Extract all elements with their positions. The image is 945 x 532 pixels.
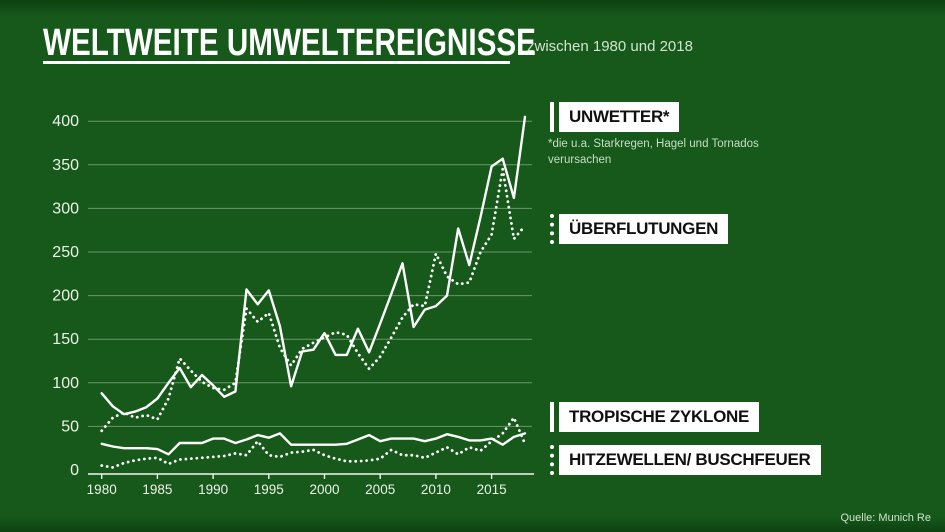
x-tick-label: 2010 [421, 482, 451, 497]
legend-item-unwetter: UNWETTER* [550, 102, 680, 132]
legend-label-zyklone: TROPISCHE ZYKLONE [559, 402, 760, 432]
solid-line-icon [550, 402, 554, 432]
source-text: Quelle: Munich Re [840, 512, 932, 524]
x-tick-label: 2005 [365, 482, 395, 497]
y-tick-label: 150 [52, 331, 79, 348]
legend-label-hitzewellen: HITZEWELLEN/ BUSCHFEUER [559, 445, 821, 475]
legend-label-ueberflutungen: ÜBERFLUTUNGEN [559, 214, 729, 244]
series-line-dotted [100, 416, 527, 469]
y-tick-label: 200 [52, 288, 79, 305]
legend-item-hitzewellen: HITZEWELLEN/ BUSCHFEUER [550, 445, 821, 475]
y-tick-label: 50 [61, 418, 79, 435]
legend-item-ueberflutungen: ÜBERFLUTUNGEN [550, 214, 729, 244]
x-tick-label: 2000 [309, 482, 339, 497]
y-tick-label: 100 [52, 375, 79, 392]
solid-line-icon [550, 102, 554, 132]
page-title: WELTWEITE UMWELTEREIGNISSE [43, 22, 536, 64]
y-tick-label: 400 [52, 113, 79, 130]
y-tick-label: 350 [52, 157, 79, 174]
x-tick-label: 1980 [87, 482, 117, 497]
dotted-line-icon [550, 214, 554, 244]
unwetter-footnote: *die u.a. Starkregen, Hagel und Tornados… [548, 138, 759, 167]
y-tick-label: 250 [52, 244, 79, 261]
x-tick-label: 1990 [198, 482, 228, 497]
legend-item-zyklone: TROPISCHE ZYKLONE [550, 402, 760, 432]
series-line-solid [100, 115, 527, 416]
y-tick-label: 0 [70, 462, 79, 479]
page-subtitle: zwischen 1980 und 2018 [527, 38, 693, 55]
dotted-line-icon [550, 445, 554, 475]
title-underline [43, 61, 510, 64]
legend-label-unwetter: UNWETTER* [559, 102, 680, 132]
series-line-solid [100, 432, 527, 456]
x-tick-label: 2015 [477, 482, 507, 497]
header: WELTWEITE UMWELTEREIGNISSE [43, 24, 675, 62]
x-tick-label: 1985 [142, 482, 172, 497]
series-line-dotted [100, 167, 527, 433]
y-tick-label: 300 [52, 200, 79, 217]
x-tick-label: 1995 [254, 482, 284, 497]
